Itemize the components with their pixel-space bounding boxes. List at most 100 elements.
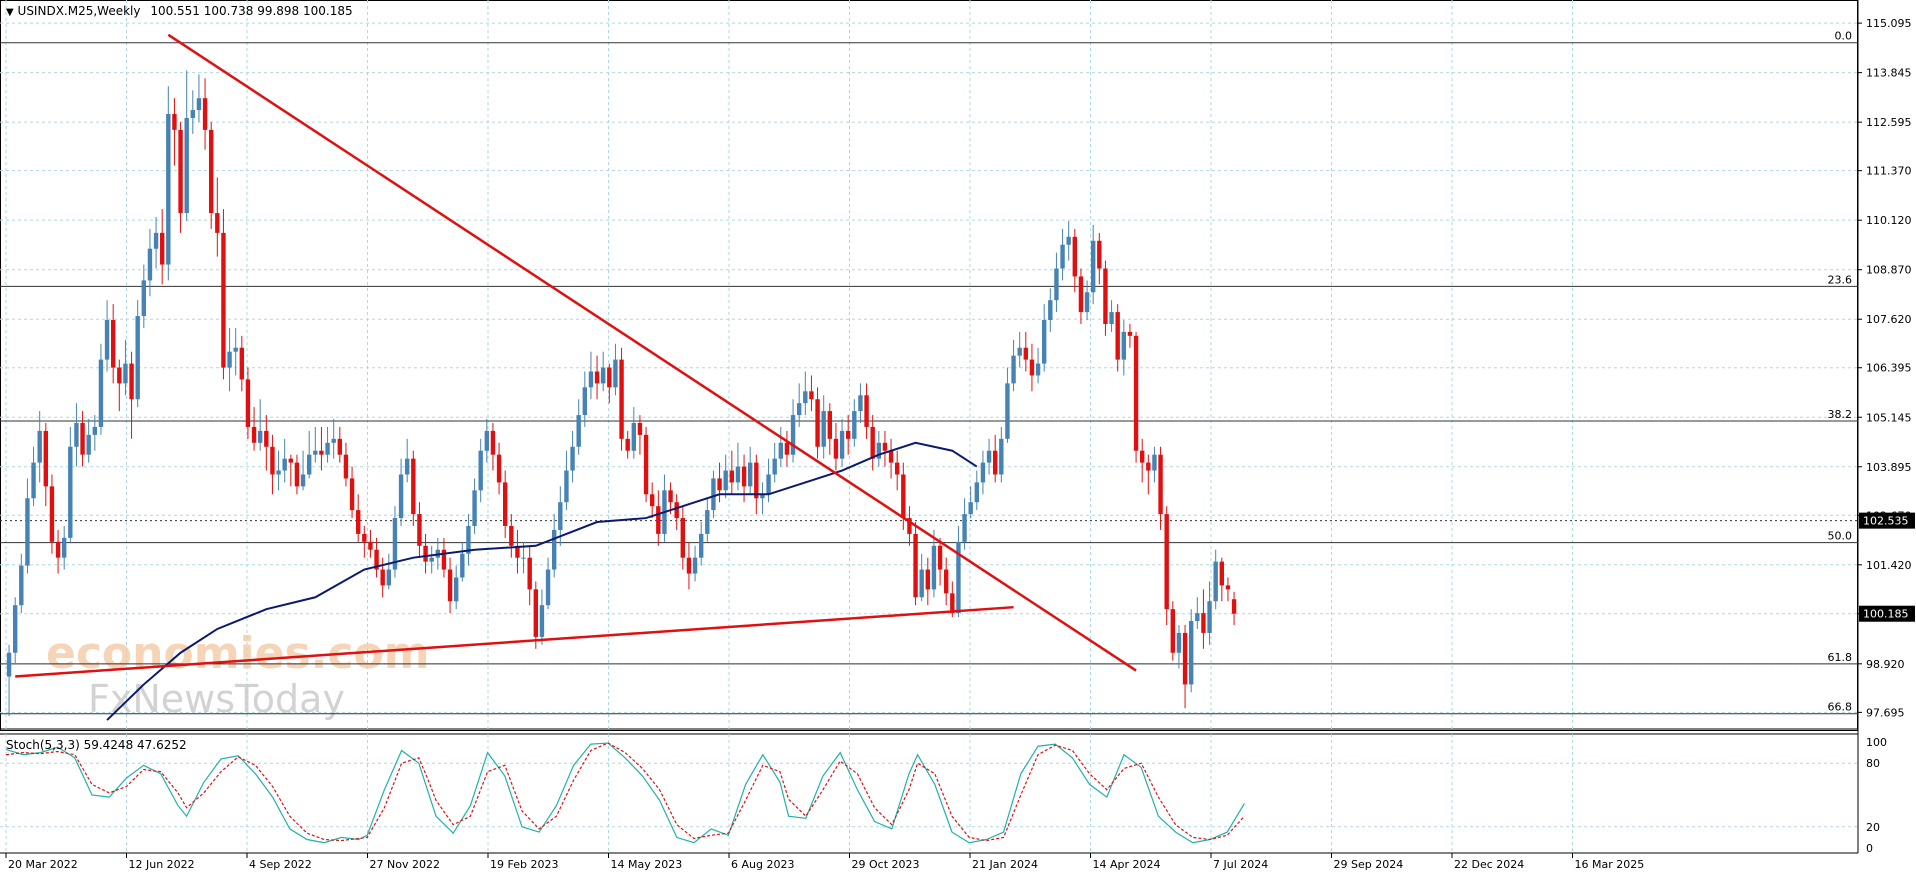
candle-body bbox=[1048, 300, 1053, 321]
time-tick-label: 12 Jun 2022 bbox=[129, 858, 195, 871]
candle-body bbox=[68, 446, 73, 538]
candle-body bbox=[153, 232, 159, 249]
candle-body bbox=[43, 430, 49, 487]
candle-body bbox=[907, 518, 912, 534]
candle-body bbox=[166, 114, 171, 265]
candle-body bbox=[637, 422, 643, 435]
candle-body bbox=[631, 422, 637, 451]
candle-body bbox=[698, 533, 704, 558]
stoch-scale-label: 80 bbox=[1866, 757, 1880, 770]
time-tick-label: 20 Mar 2022 bbox=[8, 858, 78, 871]
candle-body bbox=[839, 430, 845, 459]
candle-body bbox=[754, 462, 759, 499]
candle-body bbox=[98, 359, 104, 427]
candle-body bbox=[864, 395, 869, 427]
price-tick-label: 110.120 bbox=[1866, 214, 1912, 227]
candle-body bbox=[190, 110, 196, 118]
time-tick-label: 21 Jan 2024 bbox=[972, 858, 1038, 871]
candle-body bbox=[852, 411, 857, 439]
fib-label: 61.8 bbox=[1828, 651, 1853, 664]
candle-body bbox=[233, 347, 238, 352]
candle-body bbox=[558, 502, 563, 530]
candle-body bbox=[545, 569, 551, 606]
stoch-scale-label: 20 bbox=[1866, 821, 1880, 834]
candle-body bbox=[92, 426, 98, 435]
candle-body bbox=[1041, 320, 1047, 364]
candle-body bbox=[870, 426, 875, 459]
candle-body bbox=[429, 557, 434, 562]
candle-body bbox=[766, 474, 771, 495]
candle-body bbox=[1054, 268, 1059, 301]
candle-body bbox=[1207, 601, 1212, 633]
candle-body bbox=[404, 458, 410, 475]
price-axis[interactable]: 115.095 113.845 112.595 111.370 110.120 108.8… bbox=[1858, 17, 1915, 719]
trendline-ascending bbox=[15, 605, 1014, 678]
candle-body bbox=[490, 430, 496, 455]
candle-body bbox=[717, 478, 722, 491]
candle-body bbox=[270, 446, 275, 475]
candle-body bbox=[502, 482, 508, 526]
trendlines[interactable] bbox=[15, 33, 1137, 678]
candle-body bbox=[313, 450, 318, 455]
time-tick-label: 19 Feb 2023 bbox=[490, 858, 558, 871]
candle-body bbox=[86, 434, 91, 455]
candle-body bbox=[888, 450, 894, 463]
candle-body bbox=[331, 438, 336, 443]
candle-body bbox=[276, 470, 281, 475]
candle-body bbox=[582, 387, 588, 416]
candle-body bbox=[178, 129, 183, 214]
ohlc-values: 100.551 100.738 99.898 100.185 bbox=[150, 4, 353, 18]
time-tick-label: 27 Nov 2022 bbox=[370, 858, 440, 871]
candle-body bbox=[649, 494, 655, 507]
price-tick-label: 113.845 bbox=[1866, 67, 1912, 80]
candle-body bbox=[692, 557, 698, 574]
candle-body bbox=[594, 371, 600, 384]
time-tick-label: 14 May 2023 bbox=[611, 858, 683, 871]
candle-body bbox=[803, 391, 808, 404]
candle-body bbox=[221, 232, 226, 368]
candle-body bbox=[613, 359, 618, 388]
candle-body bbox=[894, 462, 900, 475]
candle-body bbox=[772, 458, 777, 475]
candle-body bbox=[625, 438, 630, 451]
time-tick-label: 29 Oct 2023 bbox=[852, 858, 920, 871]
watermark: economies.com FxNewsToday bbox=[46, 628, 430, 721]
candle-body bbox=[1109, 312, 1114, 324]
candle-body bbox=[104, 320, 110, 360]
fib-label: 38.2 bbox=[1828, 408, 1853, 421]
candle-body bbox=[172, 114, 177, 130]
candle-body bbox=[110, 320, 116, 368]
candle-body bbox=[741, 466, 747, 487]
candle-body bbox=[827, 411, 833, 439]
candle-body bbox=[49, 486, 55, 542]
price-tick-label: 106.395 bbox=[1866, 362, 1912, 375]
candle-body bbox=[913, 533, 918, 598]
dropdown-triangle-icon[interactable]: ▼ bbox=[6, 7, 14, 18]
candle-body bbox=[362, 533, 367, 542]
candle-body bbox=[392, 518, 398, 570]
candle-body bbox=[778, 442, 784, 459]
candle-body bbox=[37, 430, 42, 463]
candle-body bbox=[496, 454, 502, 483]
price-tick-label: 97.695 bbox=[1866, 706, 1905, 719]
time-tick-label: 16 Mar 2025 bbox=[1575, 858, 1645, 871]
candle-body bbox=[1029, 359, 1035, 376]
candle-body bbox=[306, 454, 312, 475]
price-tick-label: 115.095 bbox=[1866, 17, 1912, 30]
time-tick-label: 29 Sep 2024 bbox=[1334, 858, 1404, 871]
candle-body bbox=[386, 569, 392, 586]
price-tick-label: 112.595 bbox=[1866, 116, 1912, 129]
candle-body bbox=[368, 541, 373, 550]
price-tick-label: 103.895 bbox=[1866, 461, 1912, 474]
time-axis[interactable]: 20 Mar 2022 12 Jun 2022 4 Sep 2022 27 Nov 2… bbox=[5, 853, 1645, 871]
candle-body bbox=[1158, 454, 1163, 515]
symbol-label: USINDX.M25,Weekly bbox=[17, 4, 141, 18]
candle-body bbox=[19, 565, 24, 606]
candle-body bbox=[600, 367, 606, 384]
candle-body bbox=[686, 557, 692, 574]
candle-body bbox=[196, 98, 202, 111]
symbol-header[interactable]: ▼ USINDX.M25,Weekly 100.551 100.738 99.8… bbox=[6, 4, 353, 18]
candle-body bbox=[1017, 347, 1022, 356]
